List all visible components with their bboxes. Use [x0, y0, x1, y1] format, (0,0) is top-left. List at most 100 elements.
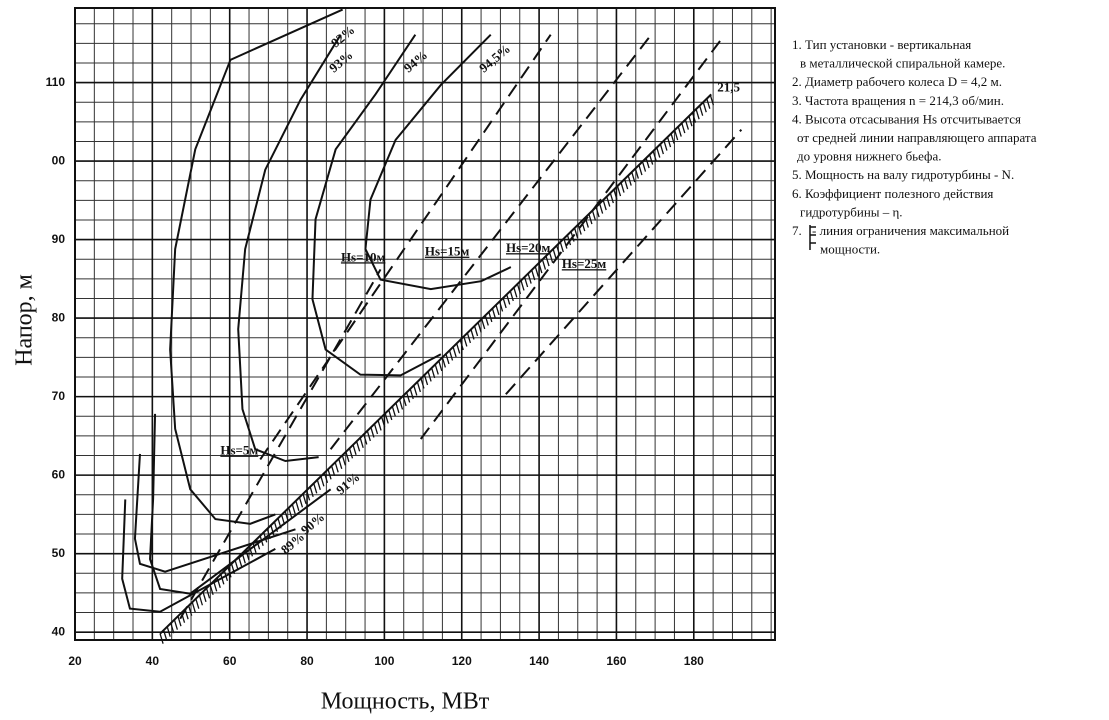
hatch: [284, 511, 289, 522]
y-axis-title: Напор, м: [12, 274, 38, 366]
hatch: [252, 542, 257, 553]
hatch: [302, 493, 307, 505]
hatch: [323, 472, 329, 484]
hatch: [406, 392, 411, 403]
hatch: [441, 357, 447, 368]
hatch: [198, 595, 204, 606]
hatch: [577, 224, 582, 235]
x-tick-label: 40: [146, 654, 160, 668]
hatch: [641, 161, 647, 172]
hatch: [606, 196, 611, 207]
hatch: [659, 143, 664, 155]
hatch: [491, 308, 497, 319]
hatch: [470, 329, 475, 340]
hatch: [373, 423, 379, 435]
hatch: [313, 483, 318, 494]
limit-line: [159, 93, 712, 635]
hatch: [170, 623, 175, 634]
hatch: [209, 584, 214, 595]
efficiency-curve: [169, 8, 344, 525]
hatch: [352, 444, 357, 456]
hatch: [227, 567, 232, 578]
hatch: [620, 182, 625, 193]
hatch: [330, 465, 336, 477]
hatch: [431, 367, 436, 379]
hatch: [305, 490, 311, 501]
hatch: [481, 318, 486, 330]
x-tick-label: 60: [223, 654, 237, 668]
hatch: [316, 479, 321, 491]
hatch: [338, 458, 343, 470]
hatch: [538, 262, 543, 274]
hatch: [159, 633, 164, 644]
hatch: [520, 280, 525, 291]
hatch: [534, 266, 539, 277]
hs-label: Hs=10м: [341, 249, 386, 264]
hatch: [423, 374, 429, 386]
hatch: [177, 616, 182, 627]
hatch: [484, 315, 489, 326]
hatch: [320, 476, 325, 487]
hatch: [409, 388, 414, 400]
hatch: [195, 598, 200, 609]
note: 3. Частота вращения n = 214,3 об/мин.: [792, 93, 1004, 108]
hatch: [202, 591, 207, 602]
hatch: [634, 168, 639, 179]
hatch: [456, 343, 461, 354]
note: - линия ограничения максимальной: [812, 223, 1009, 238]
hatch: [288, 507, 293, 519]
hatch: [452, 346, 457, 358]
note: гидротурбины – η.: [800, 204, 903, 219]
hatch: [595, 206, 600, 218]
hs-line: [505, 129, 743, 395]
hs-line: [179, 268, 382, 620]
hatch: [448, 350, 454, 361]
hatch: [663, 140, 668, 151]
hatch: [677, 126, 682, 137]
efficiency-label: 94,5%: [476, 41, 513, 75]
y-tick-label: 00: [52, 153, 66, 167]
hs-label: Hs=25м: [562, 256, 607, 271]
hatch: [509, 290, 514, 302]
hatch: [398, 399, 404, 410]
hatch: [613, 189, 618, 200]
x-tick-label: 120: [452, 654, 472, 668]
hatch: [434, 364, 439, 375]
hatch: [381, 416, 386, 428]
efficiency-curve: [121, 499, 276, 613]
note: 2. Диаметр рабочего колеса D = 4,2 м.: [792, 74, 1002, 89]
hatch: [348, 448, 354, 459]
hatch: [309, 486, 314, 498]
hatch: [363, 434, 368, 445]
hatch: [545, 255, 550, 267]
x-tick-label: 140: [529, 654, 549, 668]
y-tick-label: 60: [52, 467, 66, 481]
hatch: [652, 150, 657, 162]
hatch: [388, 409, 393, 421]
hatch: [688, 115, 693, 127]
efficiency-curve: [311, 34, 442, 377]
hatch: [531, 269, 536, 281]
hatch: [488, 311, 493, 323]
hatch: [395, 402, 400, 414]
hatch: [684, 119, 689, 130]
hatch: [377, 420, 382, 431]
hatch: [334, 462, 339, 473]
hatch: [341, 455, 346, 466]
hatch: [527, 273, 532, 284]
hatch: [563, 238, 568, 249]
hatch: [631, 171, 636, 183]
hatch: [413, 385, 418, 396]
hatch: [691, 112, 697, 123]
y-tick-label: 90: [52, 232, 66, 246]
x-tick-label: 100: [374, 654, 394, 668]
hatch: [163, 630, 168, 641]
efficiency-curve: [364, 33, 512, 291]
hatch: [205, 588, 211, 599]
note: 4. Высота отсасывания Hs отсчитывается: [792, 111, 1021, 126]
hatch: [345, 451, 350, 463]
hs-label: Hs=20м: [506, 240, 551, 255]
x-axis-title: Мощность, МВт: [321, 689, 490, 715]
hatch: [416, 381, 421, 393]
hs-line: [329, 34, 653, 450]
